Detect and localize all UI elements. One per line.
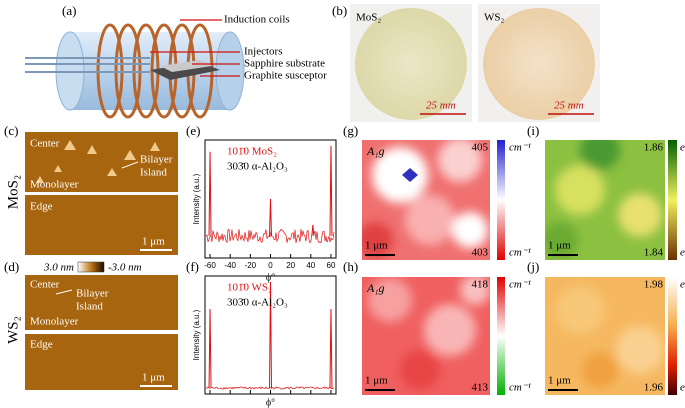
legend-entry: 101̄0 WS₂ [227, 282, 272, 294]
peak [329, 145, 333, 237]
x-tick-label: -20 [245, 261, 257, 270]
panel-label: (e) [186, 123, 200, 138]
peak [329, 309, 333, 389]
schematic-label: Induction coils [224, 14, 290, 26]
x-tick-label: 40 [306, 261, 315, 270]
map-label: A₁g [366, 144, 385, 158]
x-axis-label: ϕ° [266, 272, 275, 283]
x-tick-label: -40 [224, 261, 236, 270]
colorbar-unit: cm⁻¹ [509, 247, 531, 259]
legend-entry: 303̄0 α-Al₂O₃ [227, 297, 288, 309]
scale-label: 1 μm [365, 240, 388, 252]
afm-label: Bilayer [140, 154, 173, 166]
colorbar-unit: eV [680, 142, 685, 154]
afm-label: Island [76, 301, 103, 313]
scale-label: 1 μm [365, 375, 388, 387]
row-label: MoS₂ [5, 175, 21, 209]
colorbar-min: 413 [472, 382, 489, 394]
scale-label: 1 μm [548, 240, 571, 252]
panel-label: (f) [186, 259, 199, 274]
afm-label: Bilayer [76, 288, 109, 300]
y-axis-label: Intensity (a.u.) [192, 173, 201, 224]
peak [269, 198, 272, 237]
peak [208, 309, 212, 389]
schematic-label: Sapphire substrate [244, 58, 325, 70]
wafer [483, 8, 595, 120]
afm-label: Edge [30, 201, 53, 213]
panel-label: (a) [62, 3, 76, 18]
reactor-schematic [25, 19, 245, 119]
colorbar-min: 1.84 [644, 247, 664, 259]
panel-label: (i) [527, 123, 539, 138]
map-label: A₁g [366, 281, 385, 295]
colorbar-max: 1.86 [644, 142, 664, 154]
colorbar-max: 418 [472, 279, 489, 291]
panel-label: (j) [527, 259, 539, 274]
baseline-noise [205, 228, 335, 244]
afm-label: Island [140, 167, 167, 179]
scale-label: 25 mm [554, 100, 584, 112]
scale-label: 1 μm [142, 372, 165, 384]
colorbar-unit: eV [680, 382, 685, 394]
scale-label: 25 mm [426, 100, 456, 112]
colorbar-unit: cm⁻¹ [509, 382, 531, 394]
legend-entry: 101̄0 MoS₂ [227, 146, 277, 158]
panel-label: (c) [4, 123, 18, 138]
peak [208, 151, 212, 237]
panel-label: (d) [4, 259, 19, 274]
scale-label: 1 μm [142, 236, 165, 248]
x-tick-label: 20 [286, 261, 295, 270]
colorbar-min: 1.96 [644, 382, 664, 394]
schematic-label: Injectors [244, 46, 282, 58]
afm-label: Monolayer [30, 316, 79, 328]
x-tick-label: -60 [204, 261, 216, 270]
colorbar-unit: eV [680, 247, 685, 259]
panel-label: (g) [343, 123, 358, 138]
afm-images [25, 132, 178, 390]
wafer-label: WS₂ [484, 12, 505, 24]
colorbar-label: 3.0 nm [43, 262, 74, 274]
schematic-label: Graphite susceptor [244, 70, 327, 82]
scale-label: 1 μm [548, 375, 571, 387]
colorbar-label: -3.0 nm [108, 262, 142, 274]
colorbar-max: 405 [472, 142, 489, 154]
y-axis-label: Intensity (a.u.) [192, 309, 201, 360]
peak [269, 281, 272, 389]
panel-label: (h) [343, 259, 358, 274]
afm-label: Center [30, 138, 60, 150]
wafer [355, 8, 467, 120]
colorbar-min: 403 [472, 247, 489, 259]
panel-label: (b) [332, 3, 347, 18]
peak [311, 224, 315, 237]
colorbar-unit: eV [680, 279, 685, 291]
afm-label: Center [30, 279, 60, 291]
wafer-label: MoS₂ [356, 12, 381, 24]
colorbar-unit: cm⁻¹ [509, 279, 531, 291]
x-axis-label: ϕ° [266, 397, 275, 408]
row-label: WS₂ [5, 316, 21, 344]
x-tick-label: 0 [268, 261, 273, 270]
x-tick-label: 60 [327, 261, 336, 270]
colorbar-unit: cm⁻¹ [509, 142, 531, 154]
raman-maps [362, 140, 677, 395]
colorbar-max: 1.98 [644, 279, 664, 291]
afm-label: Monolayer [30, 179, 79, 191]
afm-label: Edge [30, 339, 53, 351]
legend-entry: 303̄0 α-Al₂O₃ [227, 161, 288, 173]
